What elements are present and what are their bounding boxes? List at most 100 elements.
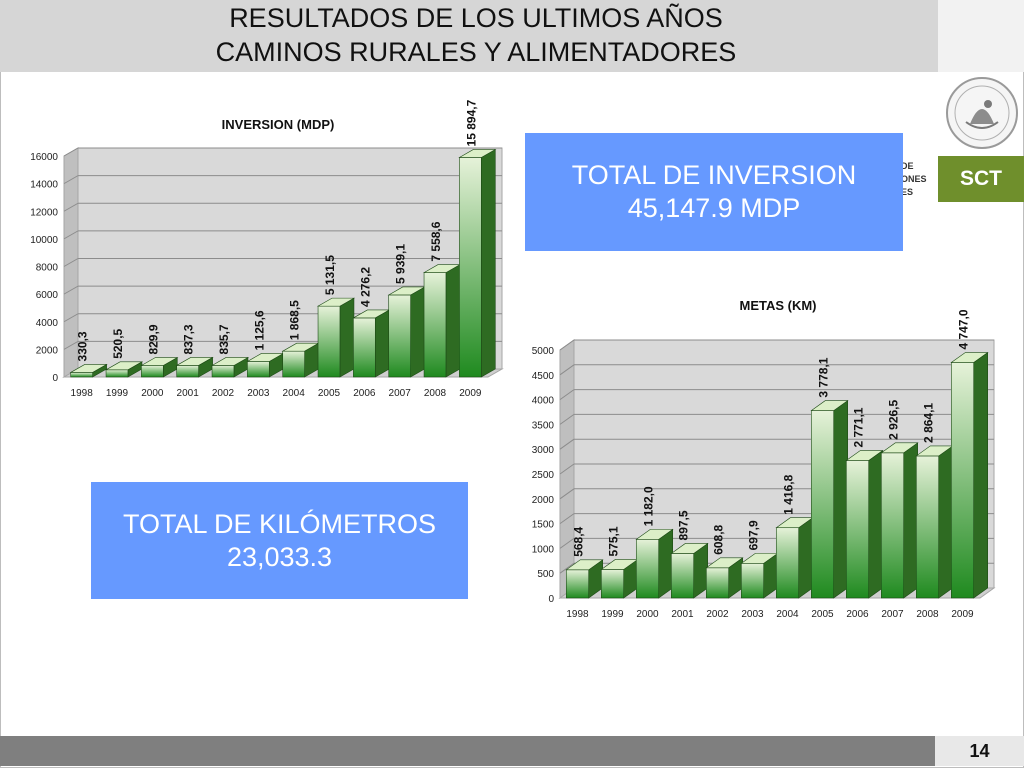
grid-line <box>559 413 575 425</box>
bar-value-label: 1 125,6 <box>252 310 266 350</box>
bar-side <box>973 351 989 599</box>
grid-line <box>63 147 79 157</box>
bar-value-label: 1 868,5 <box>288 300 302 340</box>
y-tick-label: 2000 <box>532 495 555 506</box>
y-tick-label: 1500 <box>532 520 555 531</box>
bar-value-label: 2 771,1 <box>852 407 866 447</box>
bar-side <box>798 517 814 599</box>
bar-side <box>658 528 674 599</box>
y-tick-label: 4000 <box>36 318 59 329</box>
y-tick-label: 5000 <box>532 346 555 357</box>
y-tick-label: 0 <box>548 594 554 605</box>
bar <box>810 410 834 599</box>
bar <box>775 527 799 599</box>
total-inversion-label: TOTAL DE INVERSION <box>571 160 857 190</box>
y-tick-label: 500 <box>537 569 554 580</box>
x-tick-label: 2008 <box>916 609 939 620</box>
x-tick-label: 1998 <box>71 388 94 399</box>
bar-top <box>705 557 744 569</box>
seal-icon <box>946 77 1018 149</box>
bar <box>740 563 764 599</box>
bar-value-label: 575,1 <box>607 526 621 556</box>
grid-line <box>559 537 575 549</box>
grid-line <box>63 230 79 240</box>
logo-partial-line: ES <box>901 187 914 197</box>
y-tick-label: 0 <box>52 373 58 384</box>
bar-value-label: 2 864,1 <box>922 403 936 443</box>
x-tick-label: 1998 <box>566 609 589 620</box>
page-number: 14 <box>935 736 1024 766</box>
bar-value-label: 835,7 <box>217 324 231 354</box>
bar-top <box>950 352 989 363</box>
x-tick-label: 2008 <box>424 388 447 399</box>
x-tick-label: 2000 <box>636 609 659 620</box>
bar-value-label: 697,9 <box>747 520 761 550</box>
grid-line <box>559 463 575 475</box>
y-tick-label: 14000 <box>30 180 58 191</box>
logo-partial-text: DE ONES ES <box>901 160 927 199</box>
y-tick-label: 1000 <box>532 544 555 555</box>
total-inversion-value: 45,147.9 MDP <box>627 193 801 223</box>
grid-line <box>63 340 79 350</box>
bar <box>565 569 589 599</box>
x-tick-label: 2000 <box>141 388 164 399</box>
total-kilometros-value: 23,033.3 <box>226 542 333 572</box>
bar-value-label: 2 926,5 <box>887 399 901 439</box>
bar-top <box>140 357 179 366</box>
logo-strip <box>938 0 1024 72</box>
x-tick-label: 2009 <box>459 388 482 399</box>
bar-side <box>903 442 919 599</box>
total-kilometros-box: TOTAL DE KILÓMETROS 23,033.3 <box>91 482 468 599</box>
bar-value-label: 15 894,7 <box>464 99 478 146</box>
bar-top <box>880 442 919 454</box>
bar-value-label: 520,5 <box>111 328 125 358</box>
logo-partial-line: ONES <box>901 174 927 184</box>
y-tick-label: 4500 <box>532 371 555 382</box>
grid-line <box>559 438 575 450</box>
bar-side <box>868 449 884 599</box>
bar-value-label: 4 747,0 <box>957 309 971 349</box>
grid-line <box>559 364 575 376</box>
bar-top <box>635 529 674 540</box>
title-bar <box>0 0 938 72</box>
x-tick-label: 1999 <box>106 388 129 399</box>
inversion-chart-title: INVERSION (MDP) <box>222 117 335 132</box>
x-tick-label: 1999 <box>601 609 624 620</box>
sct-logo: SCT <box>938 156 1024 202</box>
bar <box>880 452 904 599</box>
x-tick-label: 2007 <box>389 388 412 399</box>
x-tick-label: 2006 <box>846 609 869 620</box>
x-tick-label: 2006 <box>353 388 376 399</box>
y-tick-label: 4000 <box>532 396 555 407</box>
bar-value-label: 330,3 <box>76 331 90 361</box>
x-tick-label: 2005 <box>318 388 341 399</box>
y-tick-label: 16000 <box>30 152 58 163</box>
grid-line <box>63 313 79 323</box>
x-tick-label: 2005 <box>811 609 834 620</box>
x-tick-label: 2004 <box>776 609 799 620</box>
y-tick-label: 3500 <box>532 420 555 431</box>
grid-line <box>63 285 79 295</box>
bar <box>670 553 694 599</box>
grid-line <box>63 175 79 185</box>
bar <box>950 362 974 599</box>
x-tick-label: 2001 <box>177 388 200 399</box>
bar <box>915 455 939 599</box>
grid-line <box>559 339 575 351</box>
page-title-line-1: RESULTADOS DE LOS ULTIMOS AÑOS <box>229 3 723 33</box>
x-tick-label: 2002 <box>706 609 729 620</box>
bar-top <box>670 543 709 554</box>
bar-value-label: 5 939,1 <box>394 244 408 284</box>
bar-value-label: 1 182,0 <box>642 486 656 526</box>
bar-top <box>210 357 250 366</box>
x-tick-label: 2009 <box>951 609 974 620</box>
y-tick-label: 2000 <box>36 345 59 356</box>
bar-top <box>175 357 214 366</box>
y-tick-label: 6000 <box>36 290 59 301</box>
grid-line <box>63 202 79 212</box>
x-tick-label: 2003 <box>741 609 764 620</box>
bar-value-label: 568,4 <box>572 526 586 556</box>
metas-chart-title: METAS (KM) <box>739 298 816 313</box>
